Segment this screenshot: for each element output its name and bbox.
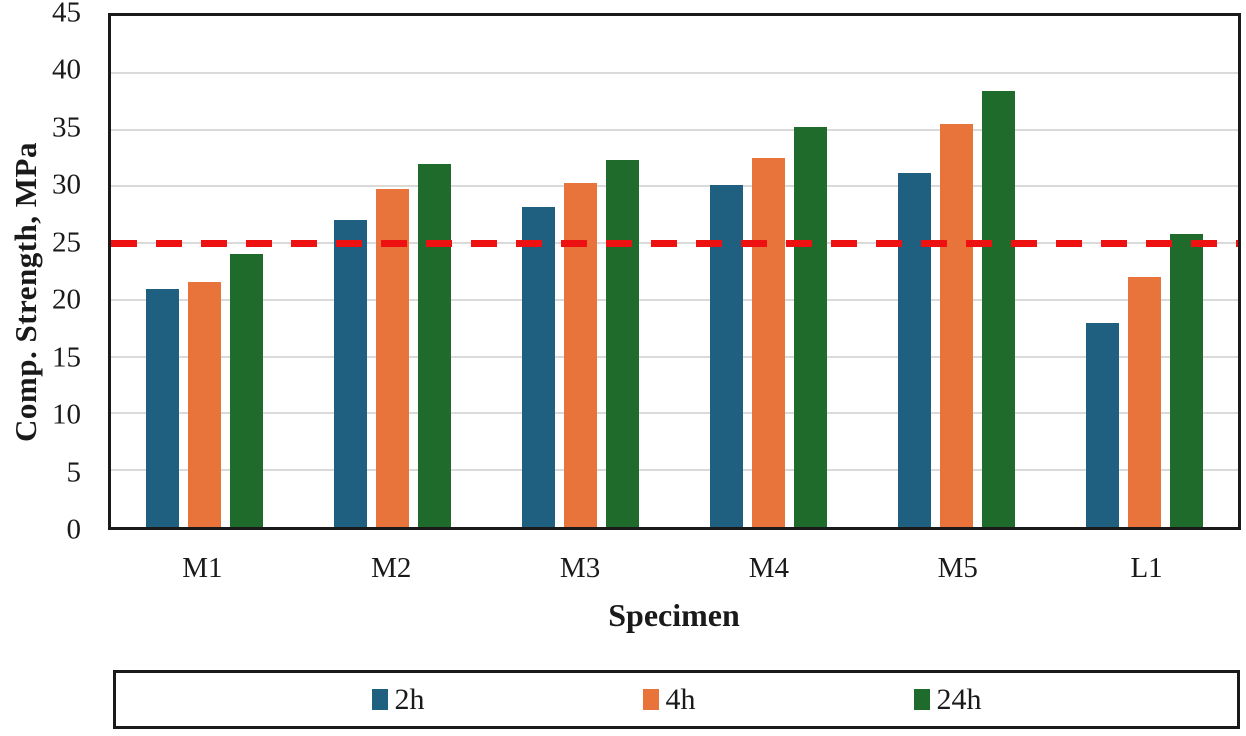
- bar-m2-24h: [418, 163, 452, 527]
- bar-m3-2h: [522, 206, 556, 527]
- bar-m1-4h: [188, 281, 222, 527]
- bar-group-m1: [111, 16, 299, 527]
- legend-label-2h: 2h: [394, 682, 425, 716]
- legend-item-24h: 24h: [913, 682, 982, 716]
- bar-l1-4h: [1127, 277, 1161, 527]
- bar-l1-24h: [1169, 234, 1203, 527]
- gridline-35: [111, 128, 1238, 131]
- y-tick-label-25: 25: [52, 226, 81, 259]
- legend-item-2h: 2h: [371, 682, 425, 716]
- bar-m1-24h: [230, 254, 264, 527]
- bar-m4-4h: [751, 157, 785, 527]
- gridline-15: [111, 355, 1238, 358]
- y-tick-label-0: 0: [66, 513, 82, 546]
- gridline-20: [111, 298, 1238, 301]
- plot-area: [108, 13, 1241, 530]
- bar-group-m2: [299, 16, 487, 527]
- bar-m2-2h: [334, 220, 368, 527]
- x-tick-label-m3: M3: [559, 552, 601, 584]
- bar-m5-2h: [897, 172, 931, 527]
- x-tick-label-m4: M4: [748, 552, 790, 584]
- bar-m3-4h: [564, 182, 598, 527]
- bar-m3-24h: [606, 160, 640, 527]
- x-tick-label-m2: M2: [371, 552, 412, 584]
- y-tick-label-10: 10: [52, 398, 81, 431]
- x-tick-labels: M1 M2 M3 M4 M5 L1: [108, 552, 1241, 585]
- bar-m1-2h: [146, 288, 180, 527]
- legend-box: 2h 4h 24h: [113, 670, 1240, 729]
- y-tick-label-15: 15: [52, 341, 81, 374]
- legend-label-4h: 4h: [665, 682, 696, 716]
- legend-swatch-2h: [371, 689, 388, 710]
- bar-l1-2h: [1085, 322, 1119, 527]
- bar-group-l1: [1050, 16, 1238, 527]
- bar-m4-24h: [793, 127, 827, 527]
- y-tick-label-20: 20: [52, 283, 81, 316]
- bar-group-m3: [487, 16, 675, 527]
- bar-groups: [111, 16, 1238, 527]
- bar-group-m4: [674, 16, 862, 527]
- y-tick-label-40: 40: [52, 53, 81, 86]
- x-tick-label-m5: M5: [937, 552, 978, 584]
- y-tick-label-30: 30: [52, 168, 81, 201]
- reference-line: [111, 239, 1238, 247]
- bar-m5-24h: [981, 90, 1015, 527]
- legend-item-4h: 4h: [642, 682, 696, 716]
- x-axis-title: Specimen: [608, 597, 740, 633]
- gridline-5: [111, 469, 1238, 472]
- gridline-40: [111, 71, 1238, 74]
- bar-m5-4h: [939, 123, 973, 527]
- legend-swatch-4h: [642, 689, 659, 710]
- y-tick-label-45: 45: [52, 0, 81, 29]
- gridline-30: [111, 185, 1238, 188]
- x-tick-label-l1: L1: [1130, 552, 1163, 584]
- bar-m4-2h: [709, 185, 743, 527]
- x-tick-label-m1: M1: [182, 552, 223, 584]
- y-tick-labels: 0 5 10 15 20 25 30 35 40 45: [0, 0, 82, 544]
- y-tick-label-35: 35: [52, 111, 81, 144]
- legend-swatch-24h: [913, 689, 930, 710]
- bar-group-m5: [862, 16, 1050, 527]
- gridline-10: [111, 412, 1238, 415]
- legend-label-24h: 24h: [936, 682, 982, 716]
- y-tick-label-5: 5: [66, 456, 82, 489]
